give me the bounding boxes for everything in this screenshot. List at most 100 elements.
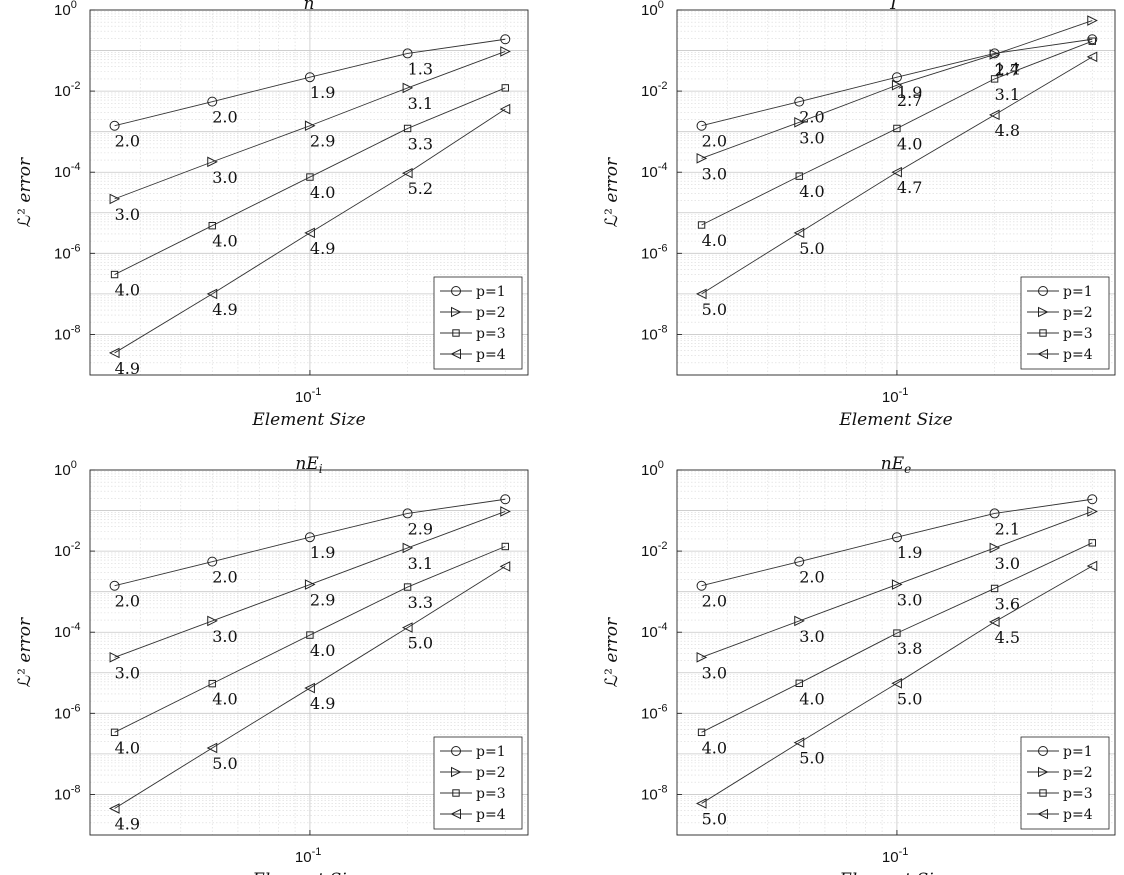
legend-entry: p=3 <box>1063 786 1093 802</box>
data-point <box>304 532 315 543</box>
rate-label: 3.0 <box>702 164 727 183</box>
series-p=3: 4.0 4.0 4.0 3.3 <box>110 84 509 300</box>
series-p=1: 2.0 2.0 1.9 2.1 <box>696 494 1098 611</box>
y-tick-label: 100 <box>641 459 664 479</box>
rate-label: 1.9 <box>897 543 922 562</box>
y-tick-label: 10-2 <box>641 540 667 560</box>
data-point <box>108 803 120 814</box>
data-point <box>402 82 414 94</box>
legend-marker <box>452 789 460 797</box>
data-point <box>1087 15 1098 26</box>
series-line <box>701 542 1093 733</box>
data-point <box>893 124 901 133</box>
data-point <box>500 34 511 45</box>
rate-label: 5.0 <box>702 300 727 319</box>
chart-panel-3: 100 10-2 10-4 10-6 10-8 10-1 nEi Element Size ℒ²… <box>15 454 529 875</box>
data-point <box>500 506 511 517</box>
data-point <box>306 631 314 639</box>
data-point <box>695 798 707 809</box>
legend-marker <box>451 766 462 778</box>
series-p=2: 3.0 3.0 2.7 2.7 <box>696 15 1098 183</box>
data-point <box>988 616 1000 628</box>
rate-label: 1.4 <box>995 59 1020 78</box>
data-point <box>794 96 805 107</box>
series-line <box>701 38 1093 127</box>
rate-label: 2.0 <box>799 568 824 587</box>
legend-marker <box>1039 329 1047 337</box>
rate-label: 2.9 <box>408 519 433 538</box>
rate-label: 3.0 <box>115 205 140 224</box>
data-point <box>891 532 902 543</box>
data-point <box>696 652 708 663</box>
data-point <box>402 48 413 59</box>
y-axis-label: ℒ² error <box>602 617 622 687</box>
data-point <box>795 172 803 180</box>
data-point <box>990 75 999 83</box>
series-p=3: 4.0 4.0 3.8 3.6 <box>697 539 1096 757</box>
y-axis-label: ℒ² error <box>15 617 35 687</box>
data-point <box>499 561 511 572</box>
rate-label: 2.0 <box>702 132 727 151</box>
series-p=2: 3.0 3.0 2.9 3.1 <box>109 46 511 224</box>
rate-label: 2.9 <box>310 132 335 151</box>
y-tick-label: 10-6 <box>54 702 80 722</box>
data-point <box>304 227 315 239</box>
legend-marker <box>1037 348 1048 360</box>
data-point <box>794 615 805 627</box>
data-point <box>500 46 511 57</box>
series-p=2: 3.0 3.0 3.0 3.0 <box>696 506 1098 682</box>
data-point <box>1086 560 1098 572</box>
rate-label: 4.0 <box>799 182 824 201</box>
data-point <box>402 508 413 519</box>
rate-label: 5.0 <box>799 749 824 768</box>
rate-label: 5.0 <box>212 754 237 773</box>
data-point <box>207 156 218 168</box>
y-axis-label: ℒ² error <box>15 157 35 227</box>
series-p=1: 2.0 2.0 1.9 2.9 <box>109 494 511 611</box>
legend-entry: p=1 <box>476 284 506 300</box>
data-point <box>696 153 708 164</box>
rate-label: 3.0 <box>115 663 140 682</box>
series-p=2: 3.0 3.0 2.9 3.1 <box>109 506 511 682</box>
rate-label: 4.9 <box>115 815 140 834</box>
series-p=4: 5.0 5.0 5.0 4.5 <box>695 560 1098 828</box>
data-point <box>989 508 1000 519</box>
data-point <box>208 222 216 230</box>
y-tick-label: 10-4 <box>641 161 667 181</box>
data-point <box>989 49 1001 60</box>
chart-title: Γ <box>889 0 903 14</box>
y-tick-label: 10-2 <box>54 80 80 100</box>
legend-marker <box>1038 766 1049 778</box>
x-tick-label: 10-1 <box>295 386 321 406</box>
data-point <box>109 652 121 663</box>
series-p=3: 4.0 4.0 4.0 3.1 <box>697 37 1096 250</box>
data-point <box>401 622 413 633</box>
legend-marker <box>1037 808 1048 820</box>
data-point <box>1087 34 1098 45</box>
legend-entry: p=1 <box>476 744 506 760</box>
rate-label: 3.1 <box>408 94 433 113</box>
rate-label: 3.1 <box>408 554 433 573</box>
series-line <box>114 87 506 275</box>
data-point <box>109 580 120 591</box>
rate-label: 4.8 <box>995 121 1020 140</box>
legend-marker <box>451 306 462 318</box>
data-point <box>207 556 218 567</box>
y-tick-label: 10-2 <box>54 540 80 560</box>
rate-label: 3.0 <box>995 554 1020 573</box>
axes-box <box>676 9 1116 376</box>
chart-title: nEi <box>295 454 322 476</box>
axes-box <box>676 469 1116 836</box>
chart-title: nEe <box>881 454 911 476</box>
rate-label: 2.0 <box>702 592 727 611</box>
series-line <box>701 56 1093 295</box>
data-point <box>208 679 216 688</box>
series-line <box>114 546 506 733</box>
legend-marker <box>1038 306 1049 318</box>
series-line <box>114 38 506 127</box>
data-point <box>501 542 509 551</box>
data-point <box>304 579 316 590</box>
rate-label: 1.9 <box>310 543 335 562</box>
series-line <box>114 566 506 809</box>
